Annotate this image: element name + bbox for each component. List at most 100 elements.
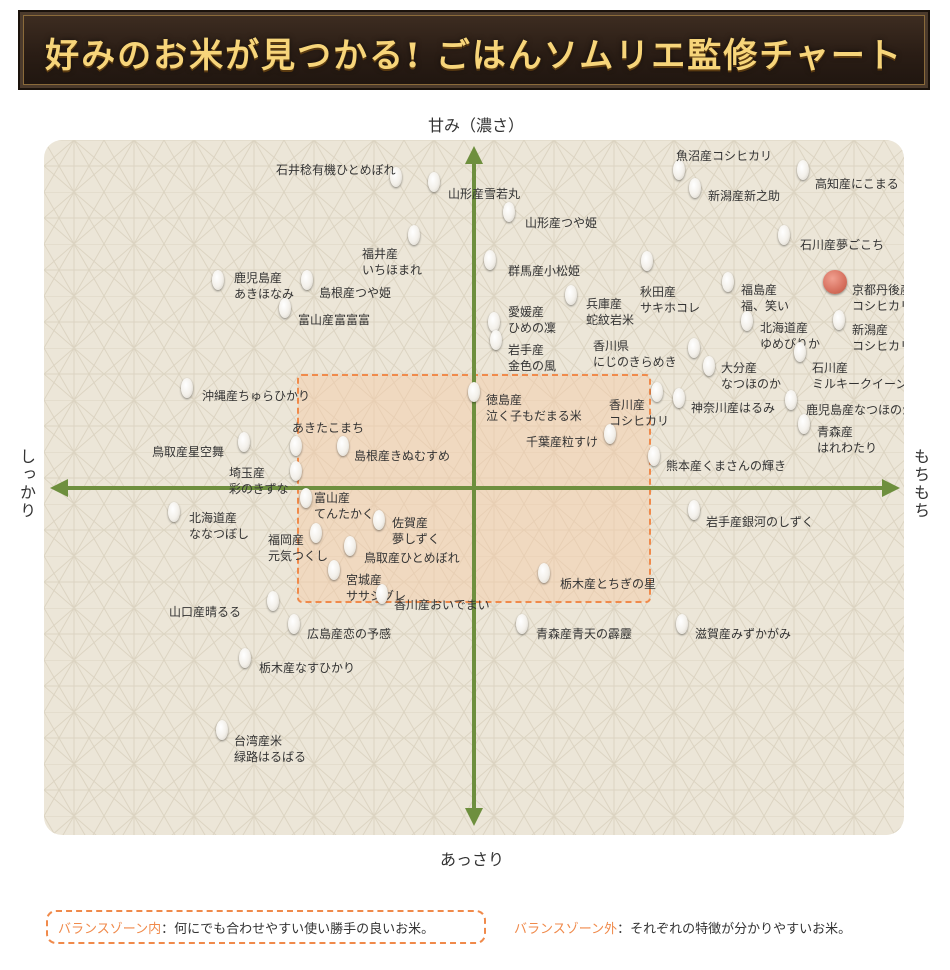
rice-grain xyxy=(688,338,700,358)
rice-label-line: 福島産 xyxy=(741,283,778,297)
rice-label-line: 栃木産とちぎの星 xyxy=(560,577,657,591)
rice-label: 秋田産 サキホコレ xyxy=(640,284,700,316)
rice-label-line: はれわたり xyxy=(817,441,878,455)
rice-label: 島根産きぬむすめ xyxy=(354,448,450,464)
rice-label: 北海道産 ゆめぴりか xyxy=(760,320,820,352)
rice-label: 魚沼産コシヒカリ xyxy=(676,148,772,164)
rice-grain xyxy=(676,614,688,634)
rice-label: 熊本産くまさんの輝き xyxy=(666,458,786,474)
rice-label: 京都丹後産コシヒカリ xyxy=(852,282,904,314)
rice-grain xyxy=(468,382,480,402)
rice-label-line: 富山産富富富 xyxy=(298,313,371,327)
rice-label: 島根産つや姫 xyxy=(319,285,391,301)
rice-label-line: 新潟産新之助 xyxy=(708,189,781,203)
rice-label-line: 島根産つや姫 xyxy=(319,286,392,300)
rice-label-line: いちほまれ xyxy=(362,263,423,277)
page-title: 好みのお米が見つかる! ごはんソムリエ監修チャート xyxy=(45,36,903,76)
rice-grain xyxy=(290,436,302,456)
taste-map: 石井稔有機ひとめぼれ 山形産雪若丸 山形産つや姫 福井産 いちほまれ 鹿児島産 あきほなみ島… xyxy=(44,140,904,835)
rice-label-line: 高知産にこまる xyxy=(815,177,899,191)
rice-label-line: 滋賀産みずかがみ xyxy=(695,627,792,641)
rice-label: 山形産つや姫 xyxy=(525,215,597,231)
rice-label: 北海道産 ななつぼし xyxy=(189,510,249,542)
rice-label-line: 栃木産なすひかり xyxy=(259,661,356,675)
rice-label: 鳥取産ひとめぼれ xyxy=(364,550,460,566)
rice-grain xyxy=(538,563,550,583)
rice-grain xyxy=(328,560,340,580)
rice-label-line: 岩手産銀河のしずく xyxy=(706,515,814,529)
rice-label-line: サキホコレ xyxy=(640,301,701,315)
rice-label: 栃木産とちぎの星 xyxy=(560,576,656,592)
rice-label: 鹿児島産なつほのか xyxy=(806,402,904,418)
rice-label: 石川産夢ごこち xyxy=(800,237,884,253)
rice-label-line: 宮城産 xyxy=(346,573,383,587)
rice-label-line: 徳島産 xyxy=(486,393,523,407)
rice-label-line: コシヒカリ xyxy=(609,414,670,428)
rice-label-line: 緑路はるばる xyxy=(234,750,307,764)
rice-grain xyxy=(794,342,806,362)
rice-label: 沖縄産ちゅらひかり xyxy=(202,388,310,404)
axis-label-right: もちもち xyxy=(911,448,930,520)
legend-inside-box xyxy=(46,910,486,944)
rice-label-line: 神奈川産はるみ xyxy=(691,401,776,415)
rice-label-line: 青森産青天の霹靂 xyxy=(536,627,633,641)
rice-grain xyxy=(337,436,349,456)
rice-label-line: ななつぼし xyxy=(189,527,250,541)
rice-label-line: 京都丹後産 xyxy=(852,283,904,297)
rice-grain xyxy=(408,225,420,245)
rice-label-line: 福、笑い xyxy=(741,299,790,313)
rice-grain xyxy=(376,584,388,604)
rice-grain xyxy=(279,298,291,318)
rice-label-line: 泣く子もだまる米 xyxy=(486,409,582,423)
rice-grain xyxy=(565,285,577,305)
rice-label-line: 鳥取産星空舞 xyxy=(152,445,225,459)
legend-outside-label: バランスゾーン外 xyxy=(514,922,618,937)
legend-inside: バランスゾーン内：何にでも合わせやすい使い勝手の良いお米。 xyxy=(58,918,434,937)
rice-label: 愛媛産 ひめの凜 xyxy=(508,304,556,336)
rice-grain xyxy=(373,510,385,530)
rice-grain xyxy=(301,270,313,290)
rice-grain xyxy=(689,178,701,198)
rice-grain xyxy=(428,172,440,192)
rice-grain xyxy=(741,311,753,331)
rice-label-line: コシヒカリ xyxy=(852,299,904,313)
rice-label: あきたこまち xyxy=(292,420,364,436)
rice-grain xyxy=(673,160,685,180)
rice-label: 鹿児島産 あきほなみ xyxy=(234,270,294,302)
rice-grain xyxy=(267,591,279,611)
rice-label-line: 香川県 xyxy=(593,339,630,353)
rice-label: 富山産富富富 xyxy=(298,312,370,328)
rice-label: 兵庫産 蛇紋岩米 xyxy=(586,296,634,328)
rice-label: 香川県にじのきらめき xyxy=(593,338,677,370)
rice-label-line: 島根産きぬむすめ xyxy=(354,449,451,463)
rice-label-line: なつほのか xyxy=(721,377,782,391)
rice-grain xyxy=(648,446,660,466)
rice-label-line: 石川産 xyxy=(812,361,849,375)
rice-grain xyxy=(390,167,402,187)
asanoha-pattern xyxy=(44,140,904,835)
rice-label-line: 兵庫産 xyxy=(586,297,623,311)
rice-label: 香川産おいでまい xyxy=(394,597,490,613)
rice-label: 山口産晴るる xyxy=(169,604,241,620)
rice-label-line: 魚沼産コシヒカリ xyxy=(676,149,773,163)
rice-label-line: にじのきらめき xyxy=(593,355,677,369)
rice-grain xyxy=(604,424,616,444)
rice-label-line: 広島産恋の予感 xyxy=(307,627,392,641)
rice-label-line: 沖縄産ちゅらひかり xyxy=(202,389,311,403)
rice-grain xyxy=(833,310,845,330)
rice-label-line: 山口産晴るる xyxy=(169,605,242,619)
rice-grain xyxy=(300,488,312,508)
rice-grain xyxy=(798,414,810,434)
rice-label-line: 大分産 xyxy=(721,361,758,375)
rice-label: 栃木産なすひかり xyxy=(259,660,355,676)
rice-label-line: 鹿児島産なつほのか xyxy=(806,403,904,417)
rice-label: 埼玉産 彩のきずな xyxy=(229,465,289,497)
rice-label-line: 佐賀産 xyxy=(392,516,429,530)
rice-label-line: 石井稔有機ひとめぼれ xyxy=(276,163,396,177)
rice-grain xyxy=(168,502,180,522)
rice-grain xyxy=(797,160,809,180)
rice-label: 青森産青天の霹靂 xyxy=(536,626,632,642)
rice-label-line: ゆめぴりか xyxy=(760,337,821,351)
rice-label: 山形産雪若丸 xyxy=(448,186,520,202)
axes xyxy=(50,146,900,826)
